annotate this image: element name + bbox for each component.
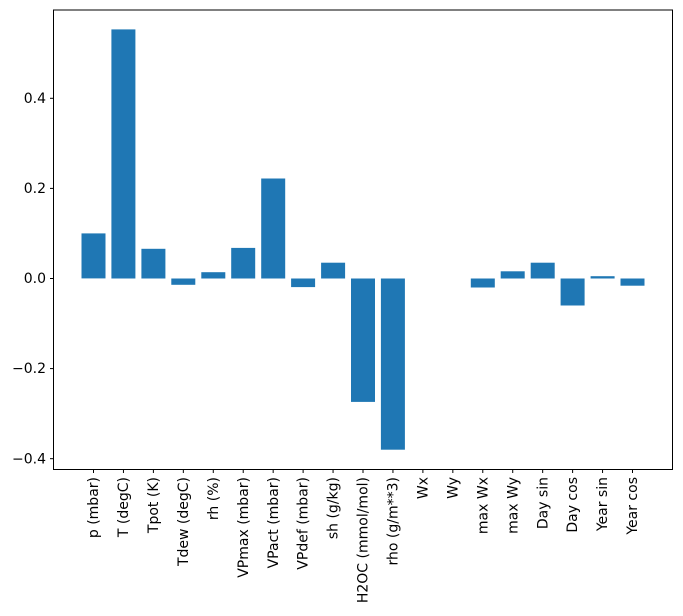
bar-h2oc-mmol-mol — [351, 278, 375, 402]
bar-day-cos — [560, 278, 585, 306]
bar-rho-g-m-3 — [380, 278, 405, 450]
x-tick-label-rho-g-m-3: rho (g/m**3) — [386, 477, 402, 565]
x-tick-label-h2oc-mmol-mol: H2OC (mmol/mol) — [356, 477, 372, 603]
x-tick-label-tdew-degc: Tdew (degC) — [176, 477, 192, 567]
bar-vpact-mbar — [261, 178, 286, 279]
x-tick-label-day-sin: Day sin — [535, 477, 551, 529]
x-tick-label-wy: Wy — [445, 477, 461, 499]
x-tick-label-max-wy: max Wy — [505, 477, 521, 534]
x-tick-label-year-cos: Year cos — [625, 477, 641, 536]
x-tick-label-rh: rh (%) — [206, 477, 222, 520]
x-tick-label-t-degc: T (degC) — [116, 477, 132, 538]
bar-sh-g-kg — [321, 262, 346, 279]
x-tick-label-day-cos: Day cos — [565, 477, 581, 533]
bar-vpmax-mbar — [231, 247, 256, 279]
bar-tdew-degc — [171, 278, 196, 285]
x-tick-label-max-wx: max Wx — [475, 477, 491, 534]
bar-p-mbar — [81, 233, 106, 279]
bar-year-sin — [590, 276, 615, 279]
bar-rh — [201, 272, 226, 279]
x-tick-label-tpot-k: Tpot (K) — [146, 477, 162, 534]
x-tick-label-wx: Wx — [416, 477, 432, 499]
bar-max-wx — [470, 278, 495, 288]
y-tick-label: 0.2 — [24, 181, 46, 197]
bar-vpdef-mbar — [291, 278, 316, 288]
y-tick-label: 0.0 — [24, 271, 46, 287]
y-tick-label: 0.4 — [24, 91, 46, 107]
bar-year-cos — [620, 278, 645, 286]
x-tick-label-vpact-mbar: VPact (mbar) — [266, 477, 282, 568]
bar-tpot-k — [141, 248, 166, 279]
x-tick-label-vpdef-mbar: VPdef (mbar) — [296, 477, 312, 570]
x-tick-label-vpmax-mbar: VPmax (mbar) — [236, 477, 252, 578]
bar-t-degc — [111, 29, 136, 279]
bar-max-wy — [500, 271, 525, 279]
x-tick-label-year-sin: Year sin — [595, 477, 611, 532]
x-tick-label-sh-g-kg: sh (g/kg) — [326, 477, 342, 539]
x-tick-label-p-mbar: p (mbar) — [86, 477, 102, 538]
y-tick-label: −0.2 — [12, 361, 46, 377]
bar-day-sin — [530, 262, 555, 279]
y-tick-label: −0.4 — [12, 451, 46, 467]
